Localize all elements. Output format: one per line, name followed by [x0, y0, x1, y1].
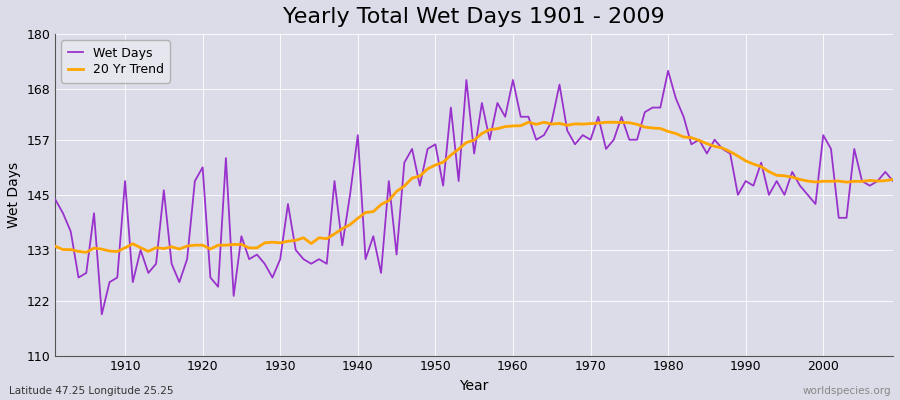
Wet Days	[516, 114, 526, 119]
X-axis label: Year: Year	[460, 379, 489, 393]
Wet Days	[337, 243, 347, 248]
Line: Wet Days: Wet Days	[55, 71, 893, 314]
Wet Days	[887, 179, 898, 184]
Text: Latitude 47.25 Longitude 25.25: Latitude 47.25 Longitude 25.25	[9, 386, 174, 396]
Wet Days	[291, 248, 302, 252]
20 Yr Trend	[81, 250, 92, 255]
20 Yr Trend	[887, 177, 898, 182]
Text: worldspecies.org: worldspecies.org	[803, 386, 891, 396]
Wet Days	[608, 137, 619, 142]
20 Yr Trend	[508, 124, 518, 128]
Wet Days	[50, 197, 60, 202]
20 Yr Trend	[291, 238, 302, 243]
Wet Days	[662, 68, 673, 73]
20 Yr Trend	[616, 120, 627, 125]
Wet Days	[96, 312, 107, 317]
Legend: Wet Days, 20 Yr Trend: Wet Days, 20 Yr Trend	[61, 40, 170, 82]
Wet Days	[120, 179, 130, 184]
Title: Yearly Total Wet Days 1901 - 2009: Yearly Total Wet Days 1901 - 2009	[284, 7, 665, 27]
Y-axis label: Wet Days: Wet Days	[7, 162, 21, 228]
20 Yr Trend	[120, 245, 130, 250]
Line: 20 Yr Trend: 20 Yr Trend	[55, 122, 893, 252]
Wet Days	[508, 78, 518, 82]
20 Yr Trend	[337, 226, 347, 231]
20 Yr Trend	[523, 120, 534, 125]
20 Yr Trend	[516, 123, 526, 128]
20 Yr Trend	[50, 244, 60, 249]
